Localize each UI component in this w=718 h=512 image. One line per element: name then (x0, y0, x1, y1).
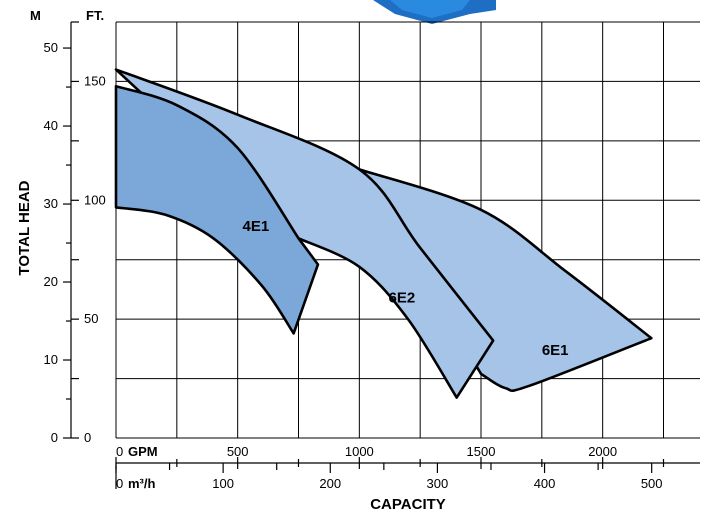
meter-tick-label: 20 (44, 274, 58, 289)
feet-tick-label: 150 (84, 73, 106, 88)
feet-tick-label: 0 (84, 430, 91, 445)
feet-tick-label: 100 (84, 192, 106, 207)
m3h-tick-label: 0 (116, 476, 123, 491)
y-axis-title: TOTAL HEAD (16, 180, 33, 275)
x-m3h-unit: m³/h (128, 476, 156, 491)
m3h-tick-label: 100 (212, 476, 234, 491)
curve-label-6e2: 6E2 (389, 290, 416, 307)
curve-label-6e1: 6E1 (542, 342, 569, 359)
gpm-tick-label: 500 (227, 444, 249, 459)
y-meter-unit: M (30, 8, 41, 23)
meter-tick-label: 0 (51, 430, 58, 445)
curve-regions: 6E1 6E2 4E1 (114, 68, 653, 399)
gpm-tick-label: 1500 (467, 444, 496, 459)
meter-tick-label: 10 (44, 352, 58, 367)
m3h-tick-label: 300 (427, 476, 449, 491)
meter-tick-label: 30 (44, 196, 58, 211)
curve-region-4e1 (114, 84, 320, 335)
meter-tick-label: 50 (44, 40, 58, 55)
meter-tick-label: 40 (44, 118, 58, 133)
m3h-tick-label: 400 (534, 476, 556, 491)
y-feet-unit: FT. (86, 8, 104, 23)
curve-label-4e1: 4E1 (243, 218, 270, 235)
m3h-tick-label: 500 (641, 476, 663, 491)
gpm-tick-label: 2000 (588, 444, 617, 459)
feet-tick-label: 50 (84, 311, 98, 326)
gpm-tick-label: 1000 (345, 444, 374, 459)
m3h-tick-label: 200 (319, 476, 341, 491)
x-axis-title: CAPACITY (370, 496, 446, 512)
gpm-tick-label: 0 (116, 444, 123, 459)
pump-image (373, 0, 496, 24)
curve-region-6e1 (358, 168, 653, 393)
x-gpm-unit: GPM (128, 444, 158, 459)
